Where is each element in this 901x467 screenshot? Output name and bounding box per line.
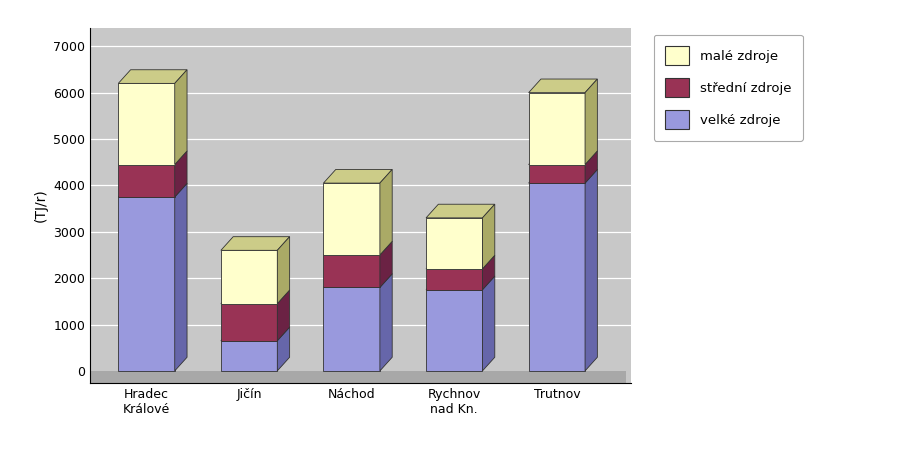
Polygon shape [585, 170, 597, 371]
Polygon shape [278, 290, 289, 341]
Polygon shape [426, 276, 495, 290]
Polygon shape [529, 183, 585, 371]
Polygon shape [118, 84, 175, 164]
Polygon shape [323, 287, 380, 371]
Polygon shape [221, 237, 289, 250]
Legend: malé zdroje, střední zdroje, velké zdroje: malé zdroje, střední zdroje, velké zdroj… [653, 35, 803, 141]
Polygon shape [426, 218, 482, 269]
Polygon shape [529, 164, 585, 183]
Polygon shape [426, 290, 482, 371]
Polygon shape [323, 274, 392, 287]
Polygon shape [482, 204, 495, 269]
Polygon shape [118, 197, 175, 371]
Polygon shape [585, 79, 597, 164]
Polygon shape [221, 290, 289, 304]
Polygon shape [90, 371, 625, 383]
Polygon shape [380, 241, 392, 287]
Polygon shape [118, 184, 187, 197]
Polygon shape [278, 237, 289, 304]
Polygon shape [221, 304, 278, 341]
Polygon shape [118, 151, 187, 164]
Polygon shape [426, 269, 482, 290]
Polygon shape [323, 255, 380, 287]
Polygon shape [221, 327, 289, 341]
Polygon shape [323, 183, 380, 255]
Polygon shape [529, 92, 585, 164]
Polygon shape [221, 341, 278, 371]
Polygon shape [426, 204, 495, 218]
Polygon shape [426, 255, 495, 269]
Polygon shape [323, 170, 392, 183]
Polygon shape [118, 164, 175, 197]
Polygon shape [175, 151, 187, 197]
Polygon shape [380, 274, 392, 371]
Polygon shape [482, 255, 495, 290]
Polygon shape [221, 250, 278, 304]
Polygon shape [175, 70, 187, 164]
Polygon shape [585, 151, 597, 183]
Polygon shape [380, 170, 392, 255]
Polygon shape [529, 79, 597, 92]
Polygon shape [529, 151, 597, 164]
Polygon shape [175, 184, 187, 371]
Polygon shape [118, 70, 187, 84]
Y-axis label: (TJ/r): (TJ/r) [33, 189, 48, 222]
Polygon shape [482, 276, 495, 371]
Polygon shape [323, 241, 392, 255]
Polygon shape [278, 327, 289, 371]
Polygon shape [529, 170, 597, 183]
